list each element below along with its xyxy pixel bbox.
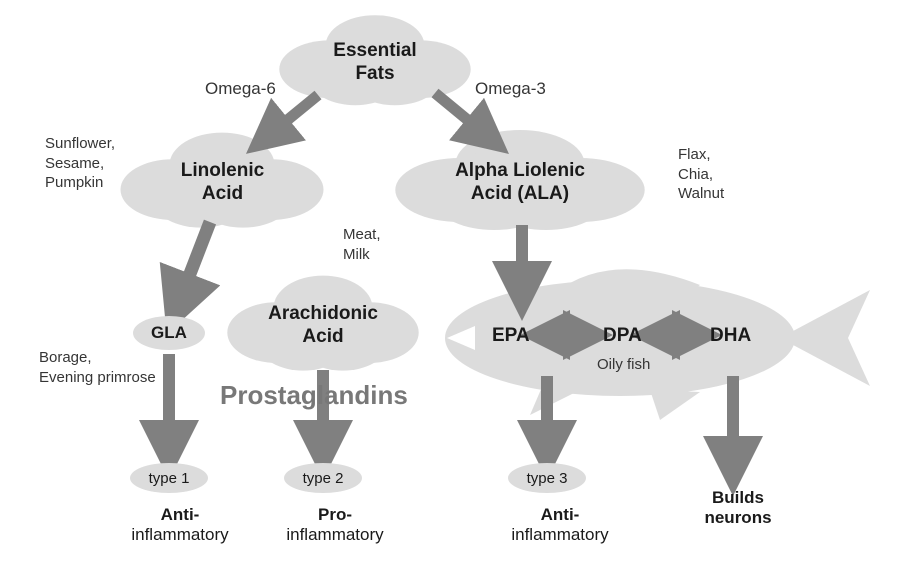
label-prostaglandins: Prostaglandins [220,380,408,411]
label-epa: EPA [492,325,530,347]
label-borage: Borage, Evening primrose [39,348,156,387]
label-oily-fish: Oily fish [597,356,650,373]
cloud-linolenic-acid: LinolenicAcid [150,160,295,206]
node-type3: type 3 [508,463,586,493]
label-sunflower: Sunflower, Sesame, Pumpkin [45,134,115,193]
node-type2: type 2 [284,463,362,493]
node-type1: type 1 [130,463,208,493]
node-gla: GLA [133,316,205,350]
label-omega6: Omega-6 [205,78,276,99]
cloud-ala: Alpha LiolenicAcid (ALA) [420,160,620,206]
diagram-canvas: EssentialFats LinolenicAcid Alpha Liolen… [0,0,900,567]
outcome-anti1: Anti-inflammatory [130,505,230,546]
cloud-arachidonic-acid: ArachidonicAcid [248,303,398,349]
label-meat: Meat, Milk [343,225,381,264]
label-flax: Flax, Chia, Walnut [678,145,724,204]
outcome-anti3: Anti-inflammatory [510,505,610,546]
outcome-builds: Buildsneurons [693,488,783,529]
cloud-essential-fats: EssentialFats [300,40,450,86]
label-dha: DHA [710,325,751,347]
label-omega3: Omega-3 [475,78,546,99]
label-dpa: DPA [603,325,642,347]
outcome-pro: Pro-inflammatory [285,505,385,546]
